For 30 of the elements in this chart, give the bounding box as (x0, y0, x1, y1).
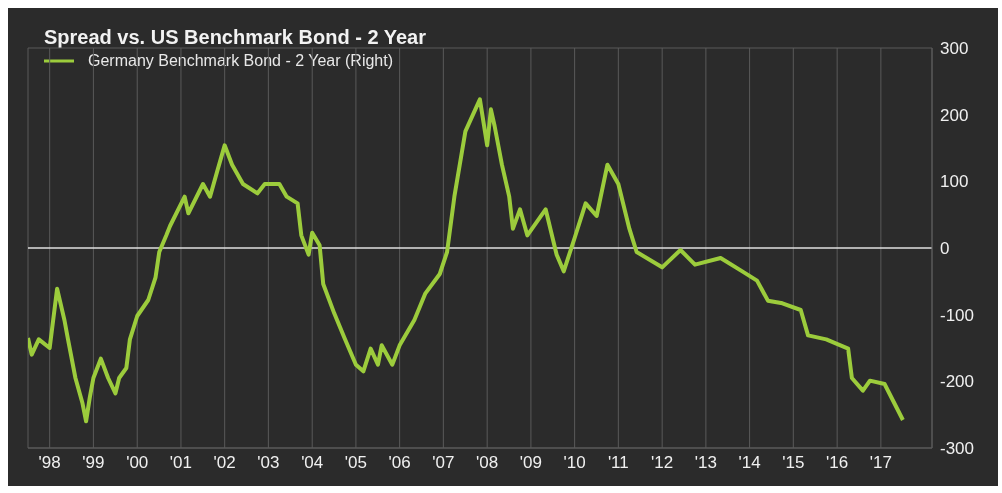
y2-tick-label: -300 (940, 439, 975, 459)
x-tick-label: '15 (782, 453, 805, 473)
x-tick-label: '14 (738, 453, 761, 473)
chart-title: Spread vs. US Benchmark Bond - 2 Year (44, 26, 427, 49)
y2-tick-label: 200 (940, 105, 969, 125)
x-tick-label: '17 (869, 453, 892, 473)
x-tick-label: '09 (519, 453, 542, 473)
line-series (28, 97, 905, 424)
y2-tick-label: 100 (940, 172, 969, 192)
y2-tick-label: 0 (940, 239, 950, 259)
x-tick-label: '11 (607, 453, 629, 473)
y2-tick-label: 300 (940, 39, 969, 59)
y2-tick-label: -100 (940, 305, 975, 325)
x-tick-label: '07 (432, 453, 455, 473)
y2-tick-label: -200 (940, 372, 975, 392)
x-tick-label: '12 (651, 453, 674, 473)
x-tick-label: '99 (82, 453, 105, 473)
x-tick-label: '08 (476, 453, 499, 473)
x-tick-label: '02 (213, 453, 236, 473)
x-tick-label: '13 (694, 453, 717, 473)
x-tick-label: '03 (257, 453, 280, 473)
x-tick-label: '04 (301, 453, 324, 473)
x-tick-label: '16 (826, 453, 849, 473)
x-tick-label: '00 (126, 453, 149, 473)
x-tick-label: '10 (563, 453, 586, 473)
x-tick-label: '98 (38, 453, 61, 473)
x-tick-label: '01 (169, 453, 193, 473)
legend-label: Germany Benchmark Bond - 2 Year (Right) (88, 52, 394, 70)
x-tick-label: '05 (344, 453, 367, 473)
x-tick-label: '06 (388, 453, 411, 473)
